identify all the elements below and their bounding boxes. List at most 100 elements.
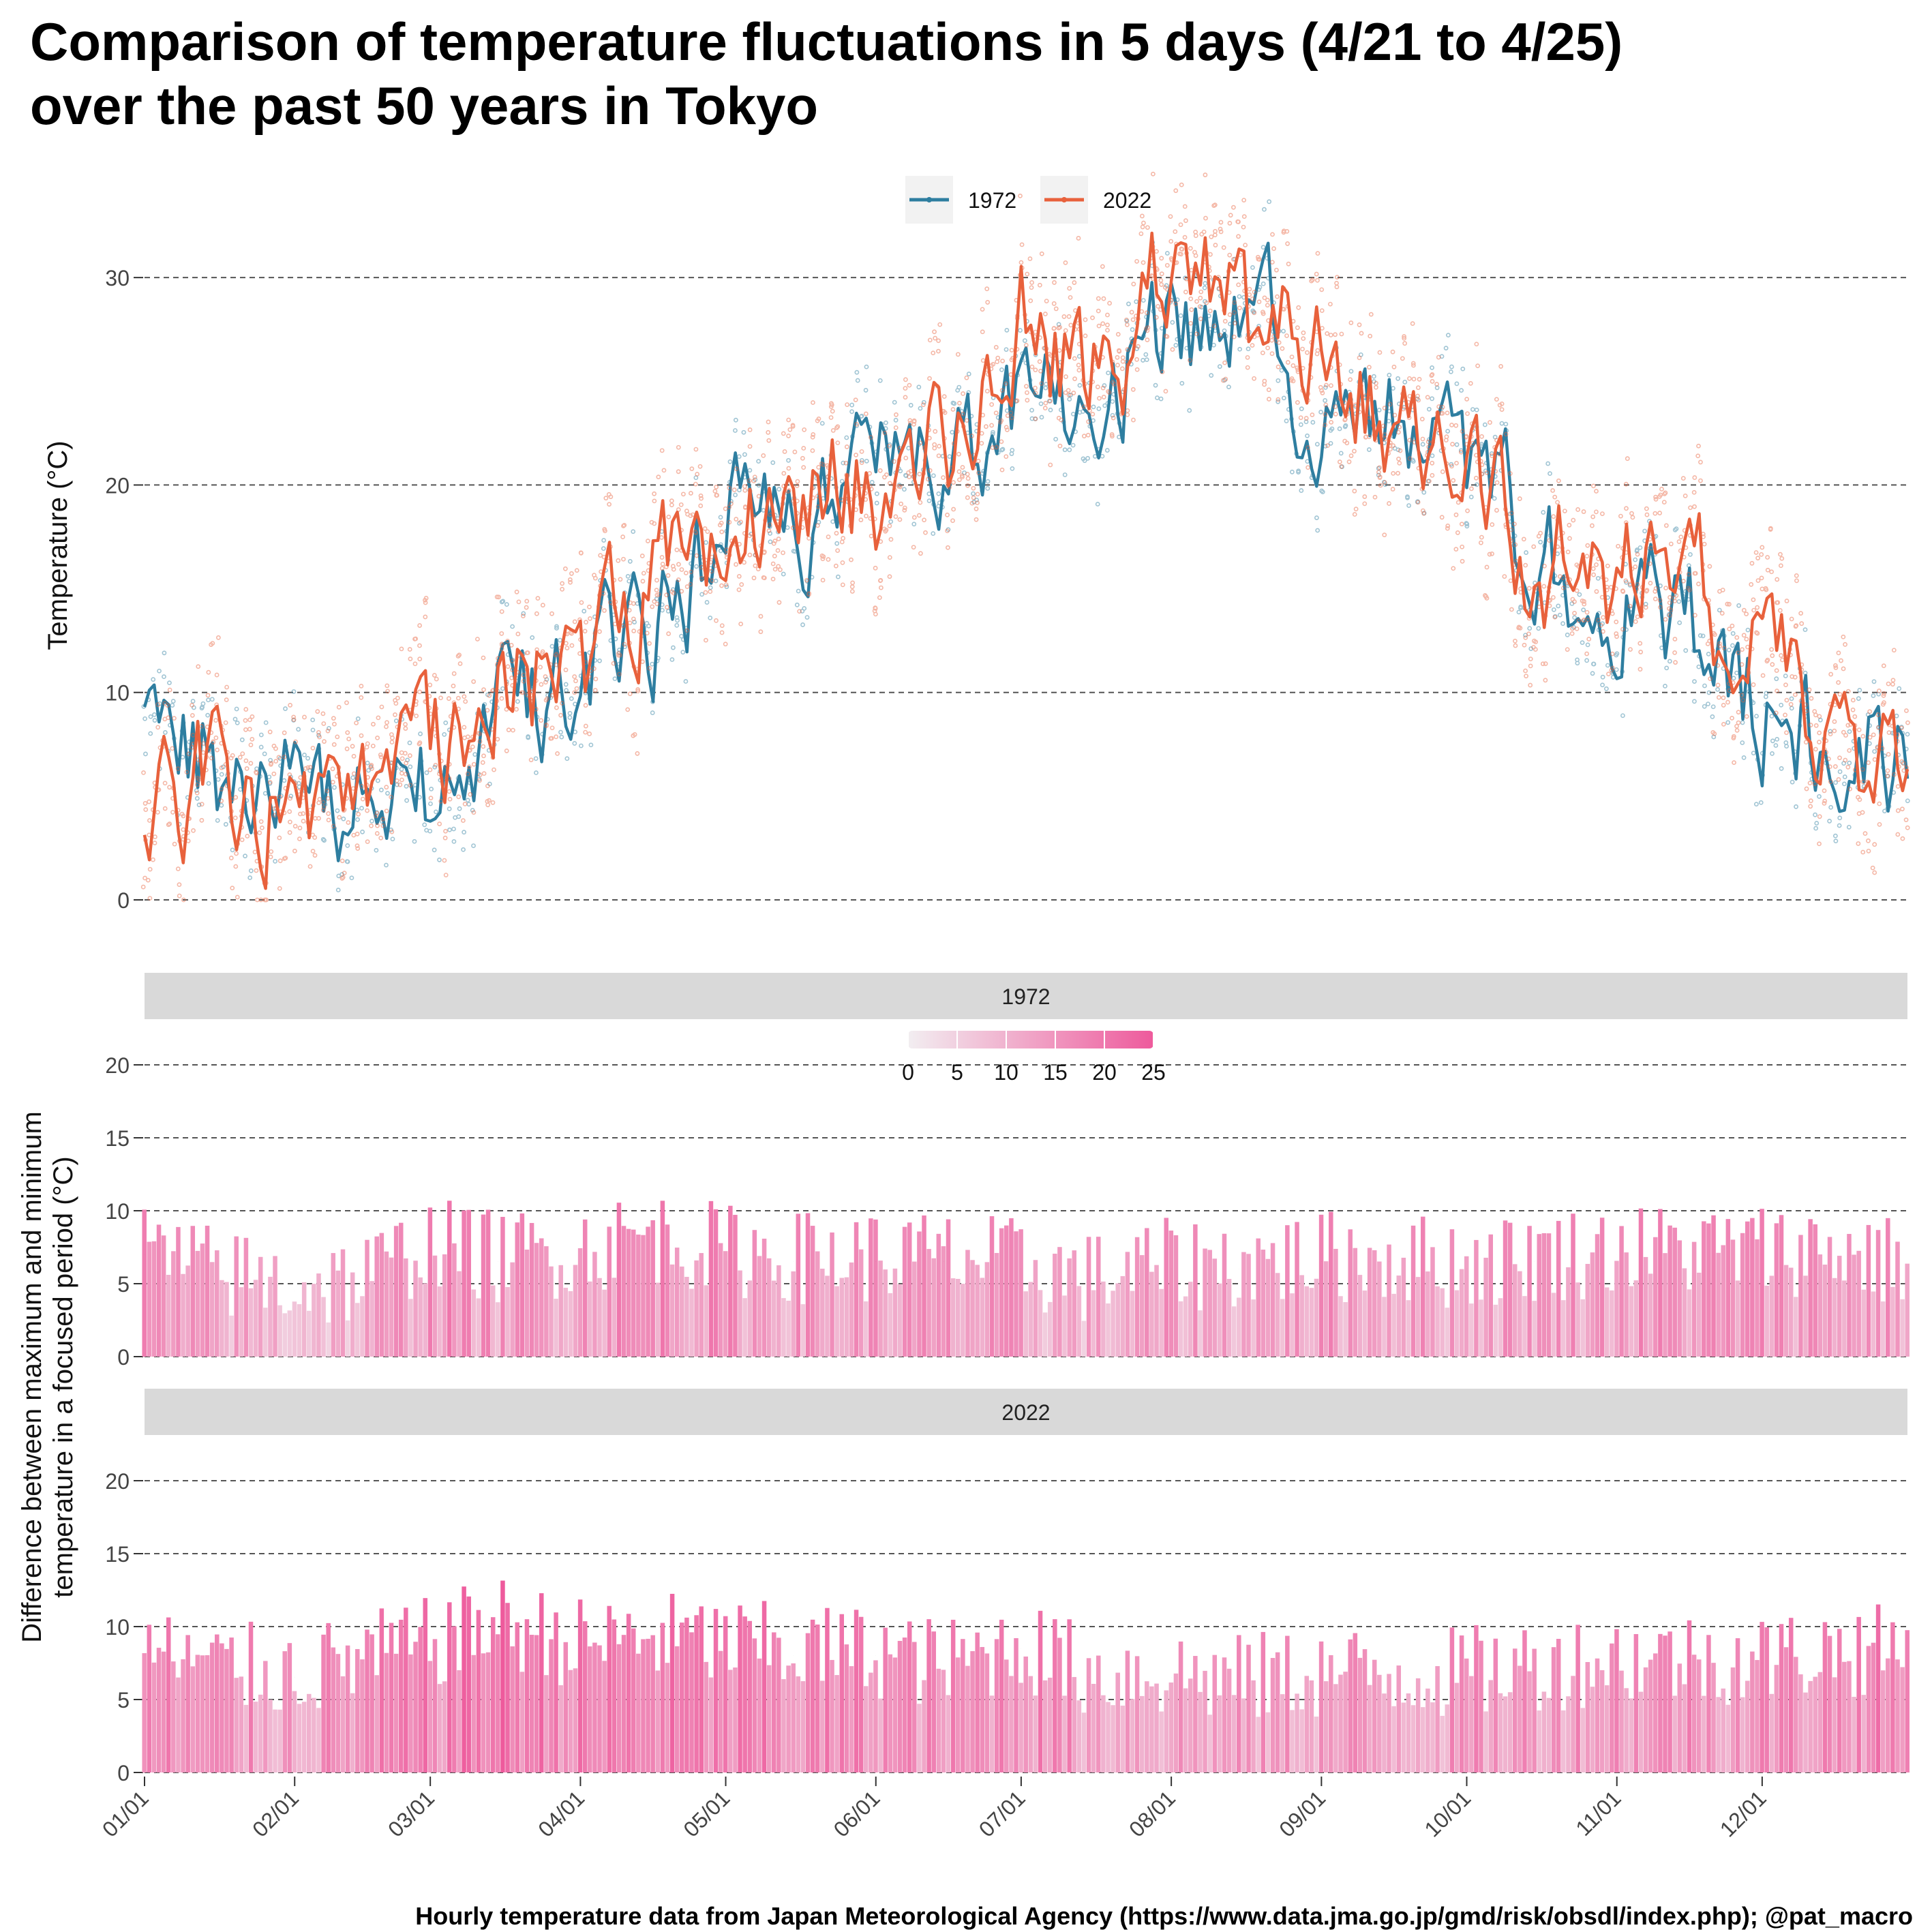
- hourly-point-1972: [1222, 378, 1227, 383]
- range-bar-1972: [282, 1313, 288, 1357]
- ytick-label-30: 30: [105, 266, 130, 290]
- hourly-point-2022: [858, 517, 864, 523]
- range-bar-2022: [1624, 1688, 1629, 1772]
- hourly-point-2022: [1402, 341, 1408, 346]
- hourly-point-2022: [647, 665, 652, 671]
- hourly-point-2022: [1516, 624, 1522, 630]
- range-bar-2022: [825, 1608, 830, 1772]
- range-bar-1972: [490, 1285, 496, 1357]
- hourly-point-1972: [631, 529, 636, 534]
- hourly-point-2022: [322, 739, 327, 744]
- range-bar-2022: [1207, 1715, 1212, 1772]
- hourly-point-1972: [1299, 488, 1304, 493]
- hourly-point-2022: [1572, 599, 1577, 604]
- range-bar-1972: [839, 1278, 845, 1357]
- hourly-point-2022: [1443, 438, 1449, 443]
- hourly-point-2022: [897, 484, 903, 489]
- hourly-point-2022: [152, 841, 157, 845]
- range-bar-1972: [1638, 1208, 1644, 1357]
- hourly-point-1972: [1402, 380, 1408, 384]
- hourly-point-1972: [1710, 704, 1716, 710]
- hourly-point-1972: [1226, 384, 1231, 390]
- hourly-point-2022: [1730, 715, 1734, 721]
- hourly-point-2022: [210, 641, 215, 646]
- range-bar-1972: [704, 1285, 709, 1357]
- range-bar-1972: [220, 1280, 224, 1357]
- hourly-point-2022: [941, 475, 946, 480]
- hourly-point-1972: [1600, 682, 1605, 688]
- hourly-point-2022: [1298, 415, 1303, 421]
- hourly-point-2022: [1125, 412, 1130, 417]
- hourly-point-1972: [926, 491, 932, 496]
- hourly-point-2022: [1211, 323, 1217, 329]
- hourly-point-1972: [1430, 453, 1435, 458]
- hourly-point-2022: [811, 400, 815, 405]
- hourly-point-2022: [196, 664, 201, 669]
- hourly-point-1972: [1091, 404, 1096, 410]
- hourly-point-1972: [1276, 378, 1281, 383]
- hourly-point-2022: [927, 376, 932, 381]
- hourly-point-2022: [1870, 865, 1875, 871]
- hourly-point-2022: [399, 770, 404, 776]
- hourly-point-2022: [592, 573, 597, 578]
- hourly-point-2022: [301, 811, 306, 816]
- hourly-point-2022: [1218, 333, 1223, 338]
- hourly-point-2022: [1228, 213, 1233, 218]
- range-bar-1972: [917, 1231, 922, 1357]
- hourly-point-2022: [1445, 526, 1450, 531]
- range-bar-2022: [1415, 1678, 1421, 1772]
- hourly-point-1972: [800, 622, 805, 627]
- hourly-point-1972: [500, 599, 506, 604]
- hourly-point-1972: [632, 620, 637, 624]
- daily-mean-line-2022: [142, 231, 1910, 890]
- hourly-point-2022: [1768, 527, 1773, 532]
- range-bar-1972: [1852, 1254, 1856, 1357]
- hourly-point-2022: [835, 440, 841, 446]
- range-bar-2022: [1546, 1697, 1552, 1772]
- hourly-point-2022: [1740, 647, 1745, 652]
- hourly-point-2022: [616, 671, 622, 677]
- hourly-point-2022: [688, 491, 693, 496]
- strip-label-2022: 2022: [1001, 1400, 1050, 1425]
- hourly-point-2022: [1877, 821, 1882, 827]
- hourly-point-1972: [533, 756, 539, 761]
- hourly-point-2022: [1744, 714, 1749, 719]
- hourly-point-1972: [1415, 499, 1420, 504]
- range-bar-2022: [312, 1697, 316, 1772]
- range-bar-1972: [500, 1217, 505, 1357]
- hourly-point-2022: [631, 733, 636, 738]
- hourly-point-2022: [933, 429, 938, 434]
- chart-title-line2: over the past 50 years in Tokyo: [30, 76, 819, 136]
- hourly-point-2022: [1499, 407, 1505, 412]
- range-bar-1972: [1798, 1235, 1803, 1357]
- hourly-point-2022: [277, 858, 283, 864]
- hourly-point-2022: [1179, 182, 1184, 187]
- hourly-point-2022: [1828, 731, 1833, 737]
- range-bar-1972: [1633, 1280, 1639, 1357]
- hourly-point-2022: [1775, 577, 1780, 582]
- hourly-point-2022: [181, 827, 186, 832]
- range-bar-1972: [215, 1250, 220, 1357]
- hourly-point-2022: [1581, 618, 1586, 623]
- hourly-point-2022: [671, 567, 676, 572]
- hourly-point-1972: [1758, 800, 1764, 805]
- range-bar-1972: [229, 1315, 234, 1357]
- hourly-point-2022: [1653, 586, 1659, 591]
- hourly-point-1972: [471, 843, 476, 848]
- range-bar-1972: [1745, 1221, 1750, 1357]
- hourly-point-2022: [1038, 368, 1043, 374]
- hourly-point-2022: [1286, 261, 1291, 267]
- hourly-point-2022: [1817, 714, 1822, 719]
- hourly-point-1972: [1590, 671, 1595, 676]
- hourly-point-2022: [1822, 798, 1828, 804]
- hourly-point-2022: [652, 521, 657, 526]
- range-bar-1972: [1895, 1241, 1900, 1357]
- hourly-point-1972: [1296, 468, 1301, 474]
- range-bar-1972: [1783, 1265, 1789, 1357]
- range-bar-1972: [1595, 1234, 1600, 1357]
- hourly-point-2022: [402, 751, 408, 756]
- hourly-point-1972: [1741, 755, 1747, 760]
- hourly-point-2022: [451, 683, 456, 689]
- hourly-point-2022: [1420, 508, 1425, 513]
- hourly-point-2022: [1255, 254, 1261, 260]
